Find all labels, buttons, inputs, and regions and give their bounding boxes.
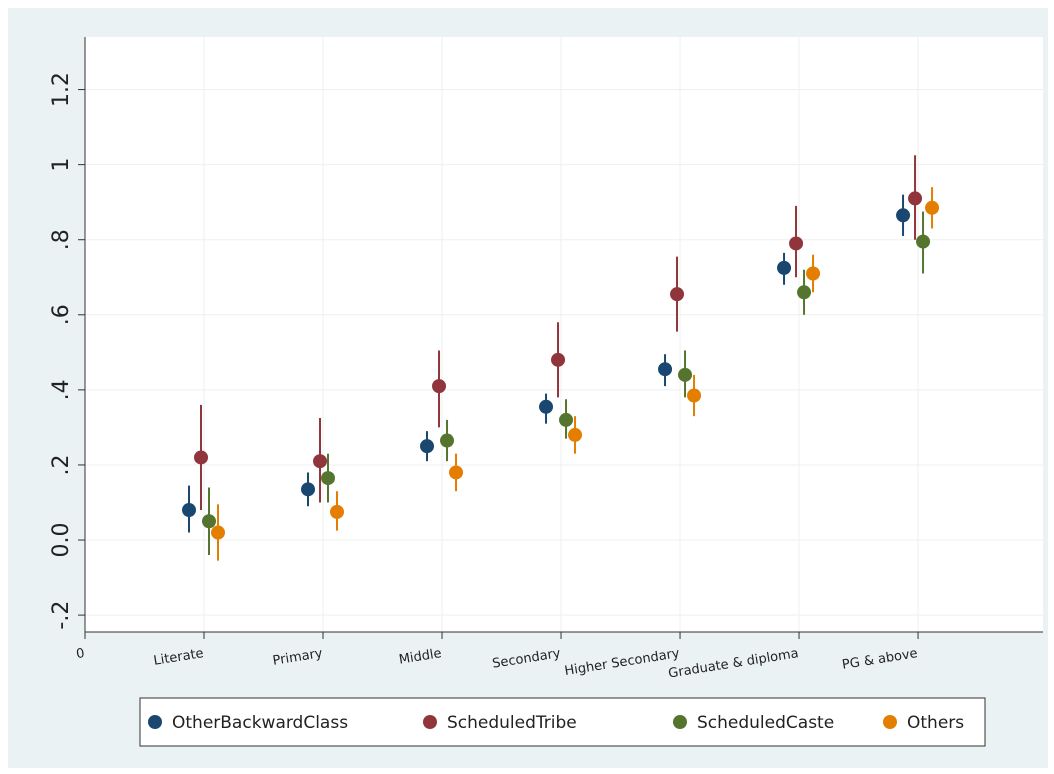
legend-marker bbox=[883, 715, 897, 729]
point bbox=[670, 287, 685, 302]
point bbox=[925, 200, 940, 215]
point bbox=[777, 260, 792, 275]
point bbox=[896, 208, 911, 223]
legend-box bbox=[139, 697, 986, 747]
y-tick-label: .4 bbox=[49, 379, 74, 400]
point bbox=[440, 433, 455, 448]
point bbox=[313, 454, 328, 469]
x-tick-label: Middle bbox=[398, 646, 443, 668]
y-tick-label: 1 bbox=[49, 158, 74, 172]
point bbox=[687, 388, 702, 403]
legend-label: ScheduledTribe bbox=[447, 713, 577, 733]
point bbox=[658, 362, 673, 377]
point bbox=[806, 266, 821, 281]
point bbox=[678, 367, 693, 382]
legend-marker bbox=[148, 715, 162, 729]
point bbox=[194, 450, 209, 465]
point bbox=[568, 427, 583, 442]
point bbox=[789, 236, 804, 251]
legend-label: Others bbox=[907, 713, 964, 733]
point bbox=[182, 502, 197, 517]
point bbox=[449, 465, 464, 480]
y-tick-label: .2 bbox=[49, 454, 74, 475]
point bbox=[211, 525, 226, 540]
point bbox=[321, 471, 336, 486]
legend-label: OtherBackwardClass bbox=[172, 713, 348, 733]
point bbox=[301, 482, 316, 497]
point bbox=[908, 191, 923, 206]
y-tick-label: .8 bbox=[49, 229, 74, 250]
point bbox=[539, 399, 554, 414]
plot-area bbox=[85, 37, 1043, 632]
point bbox=[559, 412, 574, 427]
x-tick-label: 0 bbox=[75, 646, 86, 662]
point bbox=[330, 504, 345, 519]
point bbox=[420, 439, 435, 454]
legend-marker bbox=[673, 715, 687, 729]
point bbox=[432, 379, 447, 394]
legend-label: ScheduledCaste bbox=[697, 713, 834, 733]
y-tick-label: .6 bbox=[49, 304, 74, 325]
y-tick-label: -.2 bbox=[49, 601, 74, 630]
point bbox=[202, 514, 217, 529]
point bbox=[797, 285, 812, 300]
y-tick-label: 1.2 bbox=[49, 72, 74, 107]
legend-marker bbox=[423, 715, 437, 729]
point bbox=[916, 234, 931, 249]
y-tick-label: 0.0 bbox=[49, 523, 74, 558]
point bbox=[551, 352, 566, 367]
